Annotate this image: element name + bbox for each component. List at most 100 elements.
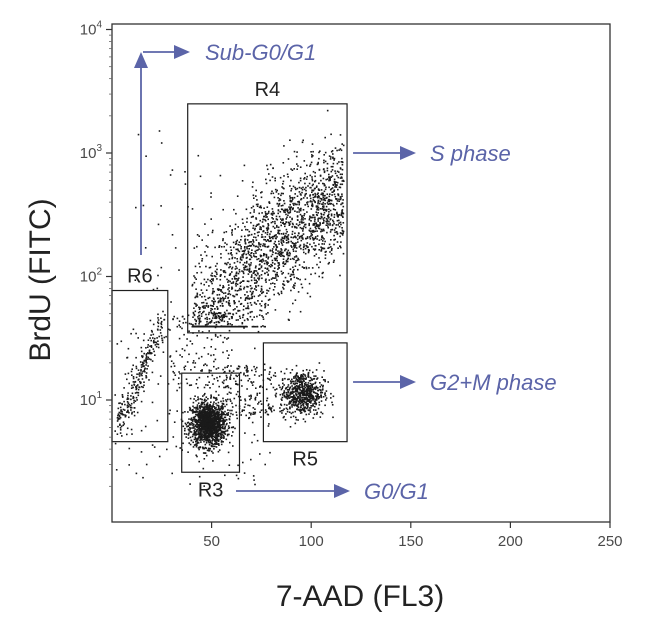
event-dot (192, 446, 195, 448)
event-dot (231, 286, 233, 289)
event-dot (219, 278, 222, 281)
event-dot (217, 325, 220, 328)
event-dot (249, 285, 252, 287)
event-dot (207, 416, 209, 418)
event-dot (282, 409, 284, 412)
event-dot (212, 445, 214, 448)
event-dot (307, 390, 309, 392)
event-dot (212, 424, 214, 427)
event-dot (207, 415, 209, 417)
event-dot (136, 373, 138, 375)
event-dot (282, 187, 284, 189)
event-dot (310, 378, 313, 380)
event-dot (307, 250, 310, 253)
event-dot (305, 178, 308, 180)
event-dot (209, 432, 212, 434)
event-dot (227, 386, 230, 389)
event-dot (132, 364, 134, 367)
event-dot (265, 313, 268, 315)
gate-r4 (187, 103, 348, 334)
event-dot (219, 429, 222, 431)
event-dot (272, 221, 274, 223)
event-dot (199, 398, 202, 400)
event-dot (320, 396, 323, 399)
event-dot (252, 413, 254, 415)
event-dot (270, 236, 273, 239)
event-dot (220, 325, 222, 328)
event-dot (147, 339, 150, 341)
event-dot (143, 368, 146, 371)
event-dot (193, 398, 195, 400)
event-dot (236, 260, 239, 263)
event-dot (144, 247, 147, 249)
event-dot (264, 411, 267, 414)
event-dot (258, 223, 260, 225)
event-dot (215, 368, 218, 370)
event-dot (298, 203, 300, 206)
event-dot (305, 383, 307, 386)
event-dot (325, 224, 328, 226)
event-dot (338, 171, 340, 173)
event-dot (305, 403, 307, 406)
event-dot (257, 295, 260, 297)
x-tick-label: 150 (398, 533, 423, 550)
event-dot (299, 389, 301, 391)
event-dot (234, 427, 236, 430)
event-dot (253, 211, 255, 213)
event-dot (321, 247, 323, 249)
event-dot (222, 305, 224, 307)
event-dot (202, 421, 205, 423)
event-dot (279, 410, 281, 413)
event-dot (308, 407, 311, 409)
event-dot (291, 196, 294, 199)
event-dot (213, 397, 215, 399)
event-dot (306, 394, 308, 396)
event-dot (229, 272, 232, 275)
event-dot (197, 402, 200, 404)
event-dot (262, 245, 264, 247)
event-dot (227, 302, 230, 305)
event-dot (246, 256, 248, 259)
event-dot (215, 426, 218, 428)
event-dot (193, 325, 195, 328)
event-dot (293, 268, 295, 271)
event-dot (220, 289, 223, 291)
event-dot (306, 203, 309, 206)
event-dot (139, 380, 141, 383)
event-dot (140, 346, 143, 349)
event-dot (131, 374, 133, 376)
event-dot (277, 275, 279, 278)
event-dot (228, 325, 230, 328)
event-dot (160, 322, 162, 325)
event-dot (197, 407, 199, 410)
event-dot (246, 217, 248, 220)
event-dot (294, 232, 296, 235)
event-dot (215, 432, 218, 434)
event-dot (243, 305, 245, 307)
event-dot (282, 221, 284, 224)
event-dot (136, 399, 138, 401)
event-dot (201, 417, 203, 419)
event-dot (200, 315, 203, 317)
event-dot (293, 398, 296, 401)
event-dot (318, 275, 320, 278)
event-dot (148, 379, 150, 381)
event-dot (188, 429, 190, 432)
event-dot (320, 392, 322, 394)
event-dot (299, 213, 302, 216)
event-dot (260, 236, 263, 238)
event-dot (218, 317, 221, 319)
event-dot (204, 223, 206, 225)
event-dot (282, 183, 284, 185)
event-dot (329, 218, 332, 221)
event-dot (222, 325, 224, 328)
event-dot (294, 422, 297, 425)
event-dot (219, 289, 221, 291)
event-dot (195, 303, 197, 305)
event-dot (313, 220, 316, 222)
event-dot (324, 394, 327, 397)
event-dot (286, 404, 288, 406)
event-dot (257, 284, 260, 287)
event-dot (205, 403, 208, 406)
